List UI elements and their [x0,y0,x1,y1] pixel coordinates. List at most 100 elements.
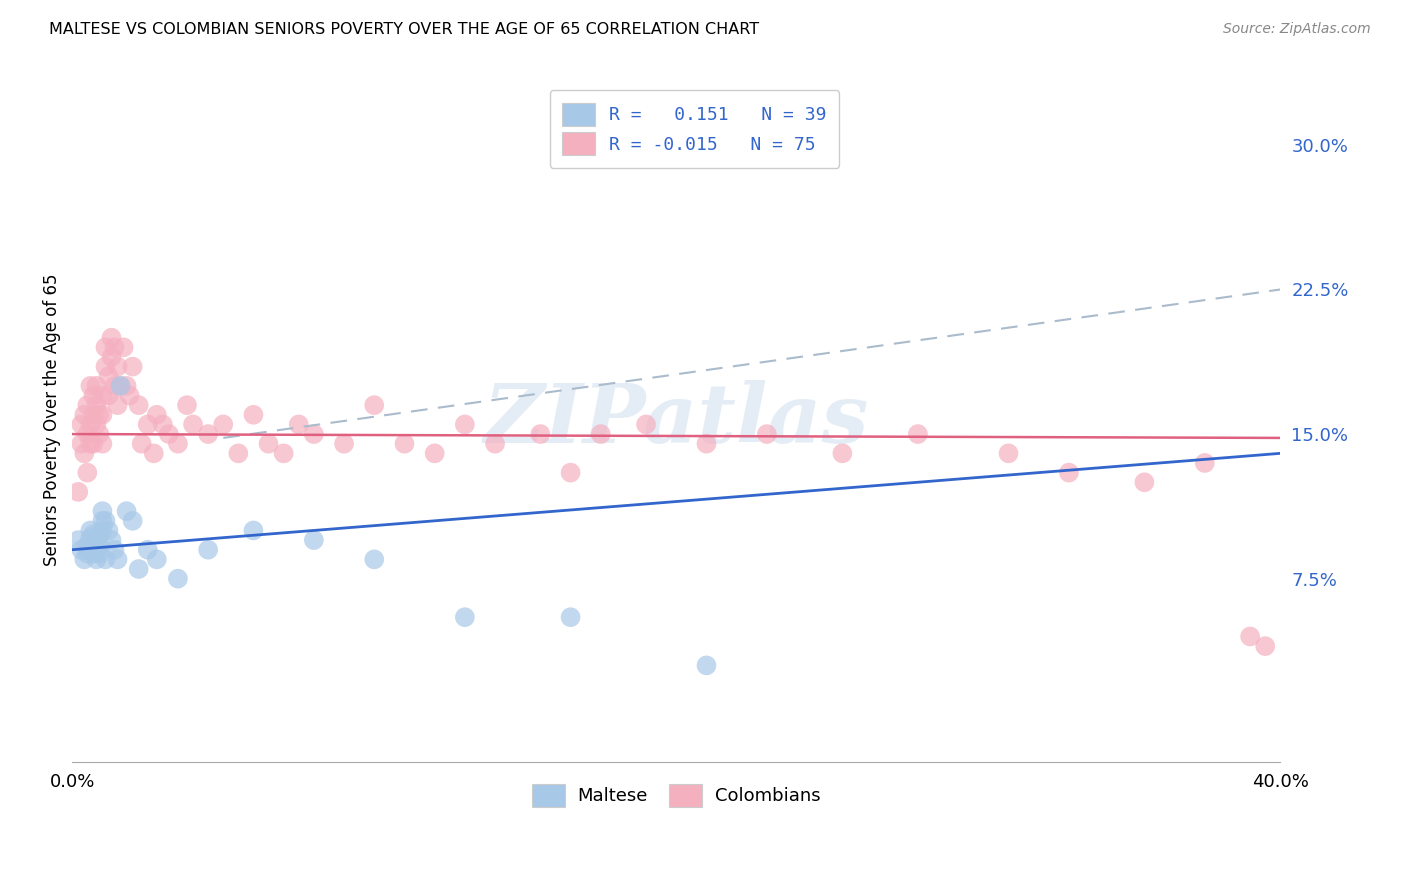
Point [110,379,132,393]
Point [91,524,114,538]
Point [242,408,264,422]
Point [257,436,280,450]
Point [695,436,717,450]
Point [100,331,122,345]
Point [1133,475,1156,490]
Point [76,427,98,442]
Point [529,427,551,442]
Point [86,398,108,412]
Point [118,388,141,402]
Point [82,408,104,422]
Point [136,417,159,432]
Point [103,379,125,393]
Point [76,466,98,480]
Point [67,484,90,499]
Point [636,417,658,432]
Point [394,436,416,450]
Point [79,436,101,450]
Point [302,533,325,547]
Point [79,417,101,432]
Point [91,504,114,518]
Point [100,350,122,364]
Point [121,359,143,374]
Point [94,552,117,566]
Point [454,417,477,432]
Point [73,552,96,566]
Point [273,446,295,460]
Text: ZIPatlas: ZIPatlas [484,380,869,459]
Point [67,533,90,547]
Point [363,552,385,566]
Point [831,446,853,460]
Point [89,529,111,543]
Point [73,408,96,422]
Text: Source: ZipAtlas.com: Source: ZipAtlas.com [1223,22,1371,37]
Point [423,446,446,460]
Point [82,436,104,450]
Point [454,610,477,624]
Point [91,436,114,450]
Point [115,379,138,393]
Point [242,524,264,538]
Y-axis label: Seniors Poverty Over the Age of 65: Seniors Poverty Over the Age of 65 [44,273,60,566]
Point [97,524,120,538]
Point [1254,639,1277,653]
Point [157,427,180,442]
Point [70,436,93,450]
Point [212,417,235,432]
Point [997,446,1019,460]
Legend: Maltese, Colombians: Maltese, Colombians [524,777,828,814]
Point [755,427,778,442]
Point [107,398,129,412]
Point [128,562,150,576]
Point [86,533,108,547]
Point [94,514,117,528]
Point [121,514,143,528]
Point [70,417,93,432]
Point [197,542,219,557]
Point [110,379,132,393]
Point [94,340,117,354]
Point [142,446,165,460]
Point [79,379,101,393]
Point [907,427,929,442]
Point [1057,466,1080,480]
Point [79,531,101,545]
Point [91,514,114,528]
Point [333,436,356,450]
Point [589,427,612,442]
Point [89,408,111,422]
Point [560,610,582,624]
Point [91,388,114,402]
Point [146,408,169,422]
Point [82,537,104,551]
Point [86,417,108,432]
Point [167,572,190,586]
Point [86,552,108,566]
Point [82,388,104,402]
Point [103,340,125,354]
Point [112,340,135,354]
Point [197,427,219,442]
Point [79,524,101,538]
Point [136,542,159,557]
Point [89,547,111,561]
Point [302,427,325,442]
Point [97,388,120,402]
Point [76,547,98,561]
Point [287,417,309,432]
Point [167,436,190,450]
Point [82,547,104,561]
Point [86,379,108,393]
Point [91,408,114,422]
Point [146,552,169,566]
Point [70,542,93,557]
Point [97,369,120,384]
Point [181,417,204,432]
Point [86,542,108,557]
Point [152,417,174,432]
Point [115,504,138,518]
Point [82,527,104,541]
Point [89,427,111,442]
Point [363,398,385,412]
